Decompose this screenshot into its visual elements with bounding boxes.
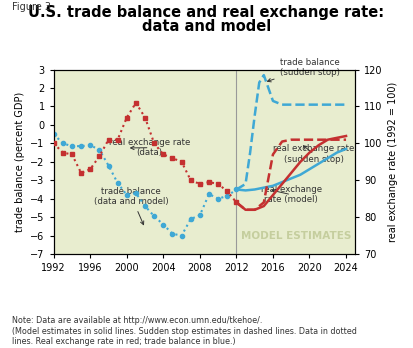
Bar [236, 70, 355, 254]
Y-axis label: real exchange rate (1992 = 100): real exchange rate (1992 = 100) [388, 82, 398, 242]
Text: real exchange rate
(sudden stop): real exchange rate (sudden stop) [273, 144, 355, 164]
Text: trade balance
(data and model): trade balance (data and model) [94, 187, 169, 225]
Text: U.S. trade balance and real exchange rate:: U.S. trade balance and real exchange rat… [28, 5, 385, 20]
Text: trade balance
(sudden stop): trade balance (sudden stop) [268, 58, 339, 82]
Text: Figure 3: Figure 3 [12, 2, 51, 12]
Text: Note: Data are available at http://www.econ.umn.edu/tkehoe/.
(Model estimates in: Note: Data are available at http://www.e… [12, 316, 357, 346]
Text: data and model: data and model [142, 19, 271, 34]
Text: MODEL ESTIMATES: MODEL ESTIMATES [241, 231, 351, 241]
Text: real exchange rate
(data): real exchange rate (data) [109, 138, 190, 157]
Text: real exchange
rate (model): real exchange rate (model) [261, 185, 322, 204]
Y-axis label: trade balance (percent GDP): trade balance (percent GDP) [15, 92, 25, 232]
